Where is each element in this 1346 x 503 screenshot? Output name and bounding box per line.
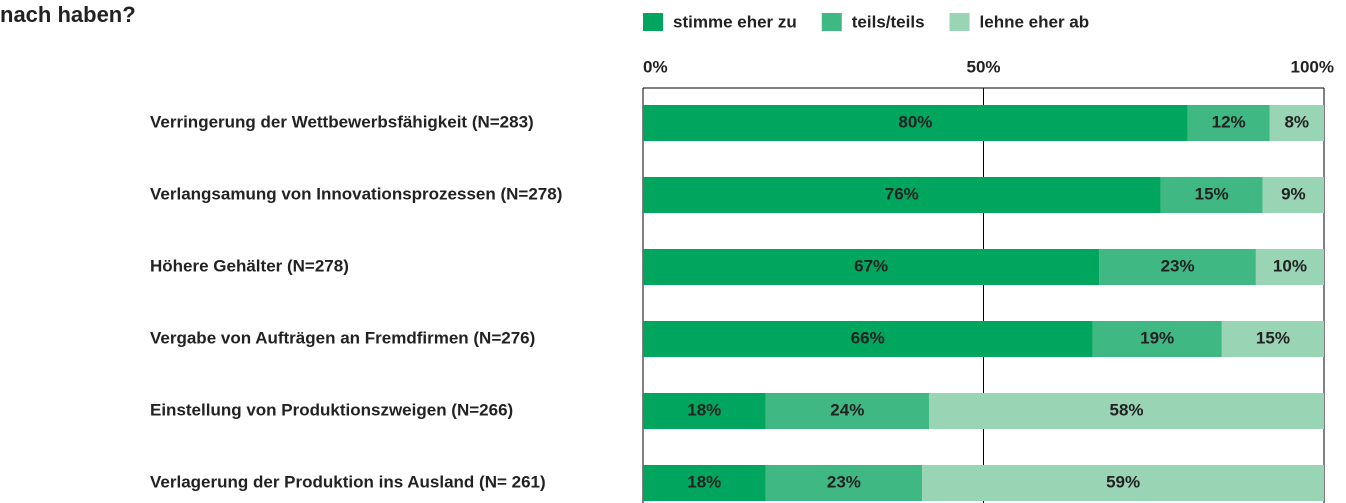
value-label: 12% bbox=[1212, 112, 1246, 131]
bar-segment bbox=[1269, 105, 1324, 141]
value-label: 24% bbox=[830, 400, 864, 419]
legend-swatch bbox=[821, 13, 842, 31]
legend-label: lehne eher ab bbox=[980, 12, 1090, 31]
value-label: 80% bbox=[898, 112, 932, 131]
value-label: 58% bbox=[1109, 400, 1143, 419]
bar-segment bbox=[929, 393, 1324, 429]
bar-segment bbox=[643, 177, 1161, 213]
category-label: Verlagerung der Produktion ins Ausland (… bbox=[150, 472, 546, 491]
category-label: Verlangsamung von Innovationsprozessen (… bbox=[150, 184, 562, 203]
value-label: 15% bbox=[1195, 184, 1229, 203]
value-label: 66% bbox=[851, 328, 885, 347]
bar-segment bbox=[765, 465, 923, 501]
value-label: 15% bbox=[1256, 328, 1290, 347]
bar-segment bbox=[1099, 249, 1256, 285]
bar-segment bbox=[1255, 249, 1324, 285]
bar-segment bbox=[643, 249, 1100, 285]
value-label: 18% bbox=[687, 400, 721, 419]
bar-segment bbox=[1187, 105, 1270, 141]
bar-segment bbox=[1262, 177, 1324, 213]
value-label: 9% bbox=[1281, 184, 1306, 203]
chart-title: nach haben? bbox=[0, 2, 136, 27]
legend-label: stimme eher zu bbox=[673, 12, 797, 31]
value-label: 23% bbox=[1161, 256, 1195, 275]
bar-segment bbox=[1092, 321, 1222, 357]
bar-segment bbox=[643, 465, 766, 501]
x-tick-label: 50% bbox=[966, 57, 1000, 76]
value-label: 18% bbox=[687, 472, 721, 491]
value-label: 8% bbox=[1284, 112, 1309, 131]
bar-segment bbox=[765, 393, 930, 429]
category-label: Vergabe von Aufträgen an Fremdfirmen (N=… bbox=[150, 328, 535, 347]
legend-swatch bbox=[643, 13, 663, 31]
bar-segment bbox=[1221, 321, 1324, 357]
value-label: 23% bbox=[827, 472, 861, 491]
bar-segment bbox=[1160, 177, 1263, 213]
value-label: 67% bbox=[854, 256, 888, 275]
category-label: Einstellung von Produktionszweigen (N=26… bbox=[150, 400, 513, 419]
legend-swatch bbox=[949, 13, 970, 31]
bar-segment bbox=[922, 465, 1324, 501]
bar-segment bbox=[643, 393, 766, 429]
category-label: Verringerung der Wettbewerbsfähigkeit (N… bbox=[150, 112, 534, 131]
value-label: 19% bbox=[1140, 328, 1174, 347]
bar-segment bbox=[643, 105, 1188, 141]
value-label: 59% bbox=[1106, 472, 1140, 491]
value-label: 76% bbox=[885, 184, 919, 203]
x-tick-label: 0% bbox=[643, 57, 668, 76]
x-tick-label: 100% bbox=[1291, 57, 1334, 76]
legend-label: teils/teils bbox=[852, 12, 925, 31]
bar-segment bbox=[643, 321, 1093, 357]
category-label: Höhere Gehälter (N=278) bbox=[150, 256, 349, 275]
value-label: 10% bbox=[1273, 256, 1307, 275]
